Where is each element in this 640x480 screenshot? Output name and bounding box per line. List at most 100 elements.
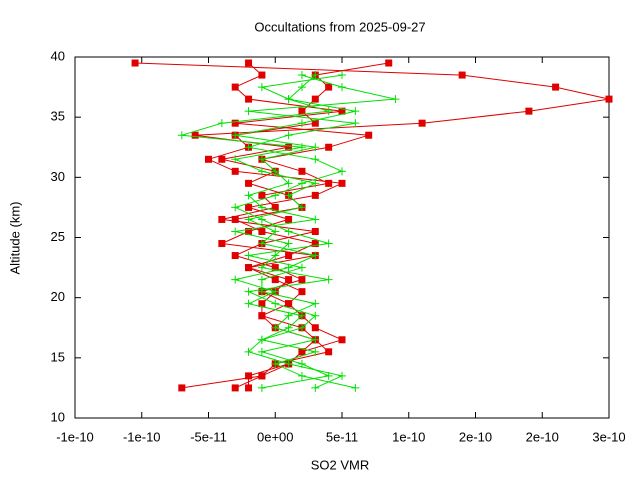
point: [244, 107, 253, 116]
point: [297, 179, 306, 188]
point: [257, 383, 266, 392]
point: [298, 107, 306, 115]
point: [257, 347, 266, 356]
point: [297, 119, 306, 128]
point: [285, 143, 293, 151]
point: [244, 287, 253, 296]
point: [365, 131, 373, 139]
point: [311, 335, 320, 344]
point: [311, 251, 320, 260]
point: [298, 276, 306, 284]
point: [257, 83, 266, 92]
point: [284, 311, 293, 320]
point: [552, 83, 560, 91]
point: [325, 179, 333, 187]
point: [257, 155, 266, 164]
point: [298, 288, 306, 296]
point: [245, 203, 253, 211]
point: [284, 227, 293, 236]
point: [257, 215, 266, 224]
point: [271, 227, 280, 236]
point: [244, 143, 253, 152]
point: [391, 95, 400, 104]
point: [245, 95, 253, 103]
point: [257, 275, 266, 284]
point: [338, 83, 346, 92]
point: [297, 83, 306, 92]
point: [244, 347, 253, 356]
x-tick-label: 1e-10: [392, 429, 425, 444]
point: [298, 348, 306, 356]
point: [351, 383, 360, 392]
point: [324, 275, 333, 284]
point: [285, 252, 293, 260]
point: [311, 215, 320, 224]
point: [605, 95, 613, 103]
point: [177, 131, 186, 140]
point: [311, 311, 320, 320]
point: [245, 384, 253, 392]
x-tick-label: 3e-10: [592, 429, 625, 444]
point: [325, 83, 333, 91]
point: [285, 276, 293, 284]
point: [325, 143, 333, 151]
point: [231, 215, 239, 223]
y-tick-label: 40: [51, 48, 65, 63]
point: [297, 323, 306, 332]
point: [271, 359, 280, 368]
point: [257, 167, 266, 176]
point: [257, 263, 266, 272]
point: [245, 227, 253, 235]
point: [231, 252, 239, 260]
point: [298, 167, 306, 175]
point: [284, 191, 293, 200]
point: [131, 59, 139, 67]
point: [257, 335, 266, 344]
point: [231, 119, 239, 127]
point: [311, 240, 319, 248]
point: [284, 95, 293, 104]
point: [231, 155, 240, 164]
y-tick-label: 15: [51, 349, 65, 364]
x-tick-label: 5e-11: [326, 429, 358, 444]
point: [191, 131, 199, 139]
point: [284, 239, 293, 248]
point: [338, 336, 346, 344]
point: [311, 347, 320, 356]
point: [325, 348, 333, 356]
point: [525, 107, 533, 115]
point: [385, 59, 393, 67]
point: [285, 215, 293, 223]
series-line: [181, 74, 356, 389]
x-tick-label: -5e-11: [190, 429, 227, 444]
point: [297, 203, 306, 212]
point: [258, 372, 266, 380]
y-tick-label: 35: [51, 109, 65, 124]
point: [244, 215, 253, 224]
point: [178, 384, 186, 392]
point: [338, 371, 346, 380]
x-tick-label: -1e-10: [123, 429, 161, 444]
point: [244, 299, 253, 308]
point: [311, 299, 320, 308]
point: [258, 300, 266, 308]
point: [258, 312, 266, 320]
point: [311, 227, 319, 235]
point: [297, 371, 306, 380]
point: [231, 131, 240, 140]
y-tick-label: 30: [51, 169, 65, 184]
series-line: [221, 62, 369, 388]
point: [257, 239, 266, 248]
point: [284, 359, 293, 368]
point: [418, 119, 426, 127]
chart-title: Occultations from 2025-09-27: [254, 19, 425, 34]
point: [285, 300, 293, 308]
point: [231, 203, 240, 212]
point: [324, 239, 333, 248]
point: [258, 227, 266, 235]
point: [271, 299, 280, 308]
x-tick-label: 2e-10: [459, 429, 492, 444]
point: [311, 71, 320, 80]
point: [271, 264, 279, 272]
